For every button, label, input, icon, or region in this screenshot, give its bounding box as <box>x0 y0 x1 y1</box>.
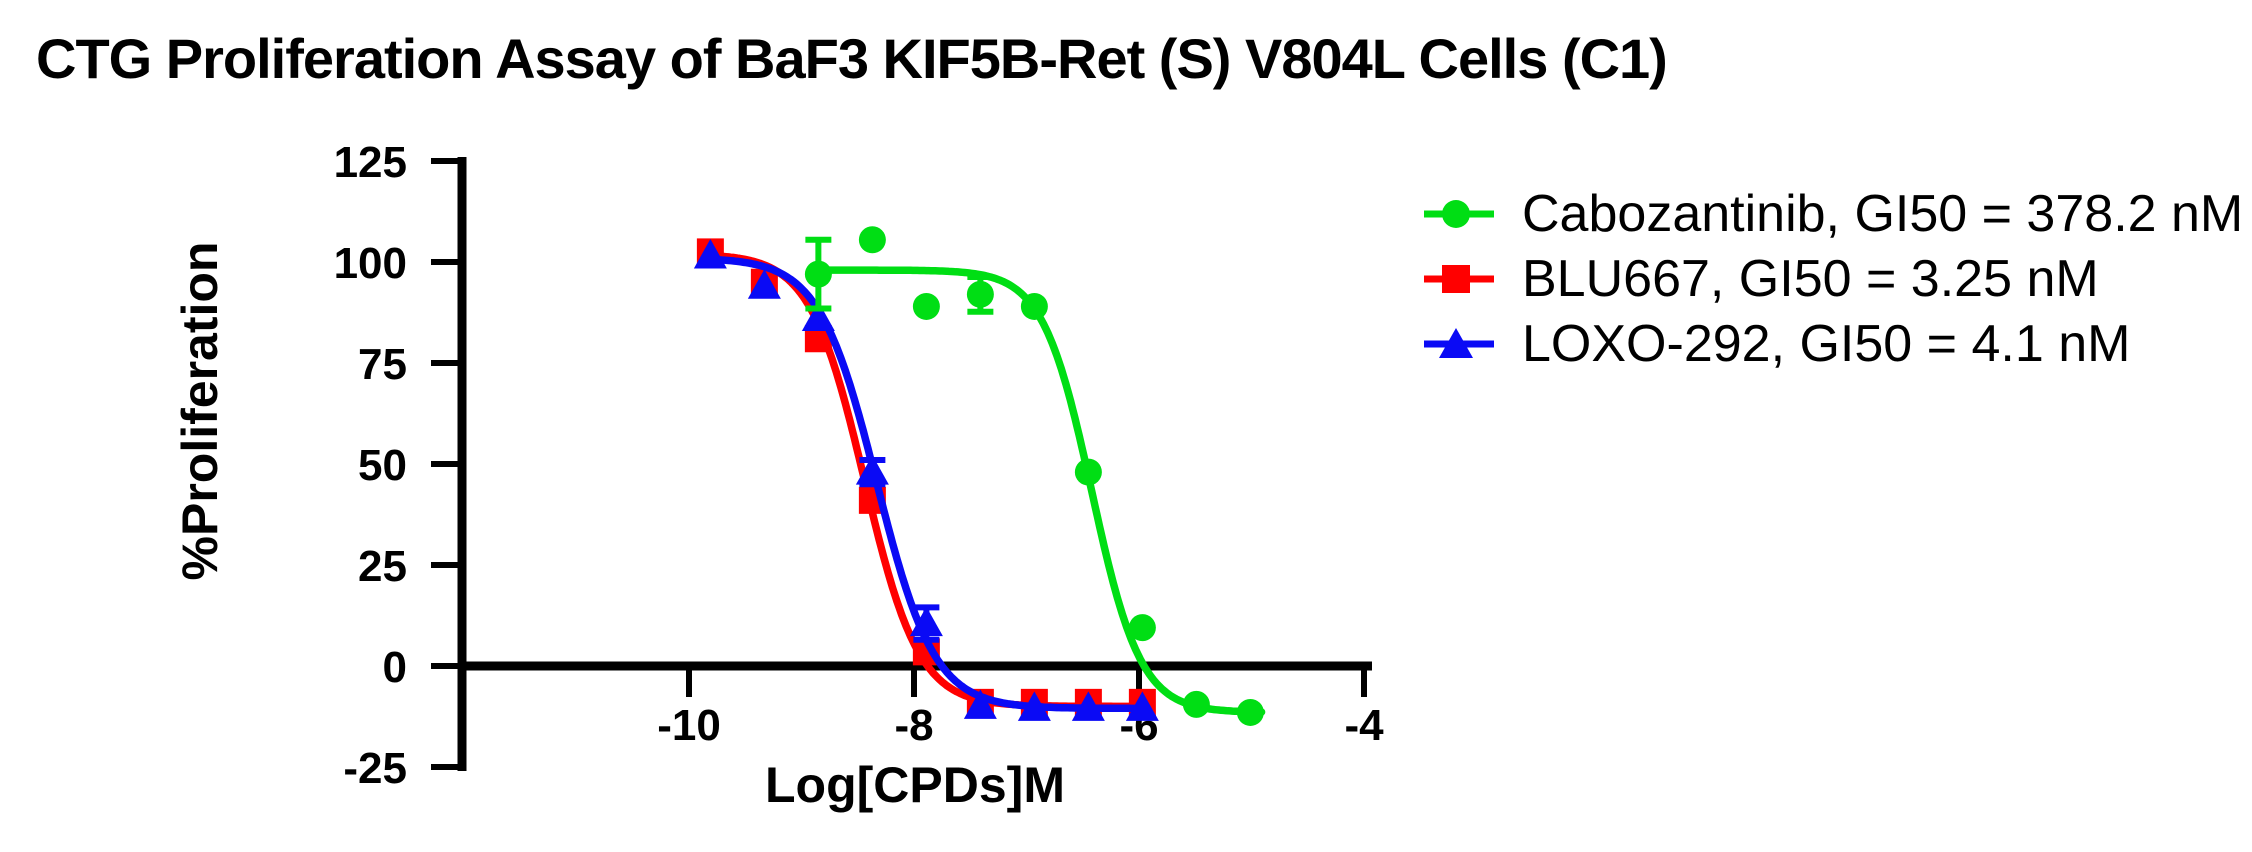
legend-item-loxo292: LOXO-292, GI50 = 4.1 nM <box>1424 315 2243 373</box>
y-tick-label: 75 <box>358 340 407 389</box>
data-point-triangle <box>1125 691 1159 721</box>
data-point-triangle <box>855 455 889 485</box>
y-tick-label: -25 <box>343 744 407 793</box>
data-point-circle <box>858 226 886 254</box>
y-tick-label: 50 <box>358 441 407 490</box>
legend-label: LOXO-292, GI50 = 4.1 nM <box>1522 315 2131 373</box>
y-tick-label: 25 <box>358 542 407 591</box>
data-point-circle <box>1074 458 1102 486</box>
data-point-circle <box>1128 614 1156 642</box>
chart-title: CTG Proliferation Assay of BaF3 KIF5B-Re… <box>36 27 1668 90</box>
square-marker-icon <box>1424 265 1494 293</box>
x-tick-label: -4 <box>1344 701 1384 750</box>
legend-item-cabozantinib: Cabozantinib, GI50 = 378.2 nM <box>1424 185 2244 243</box>
x-tick-label: -10 <box>657 701 721 750</box>
legend-label: Cabozantinib, GI50 = 378.2 nM <box>1522 185 2244 243</box>
data-point-circle <box>804 260 832 288</box>
y-tick-label: 0 <box>383 643 407 692</box>
data-point-circle <box>1236 698 1264 726</box>
legend-item-blu667: BLU667, GI50 = 3.25 nM <box>1424 250 2243 308</box>
legend-label: BLU667, GI50 = 3.25 nM <box>1522 250 2099 308</box>
data-point-circle <box>1020 292 1048 320</box>
triangle-marker-icon <box>1424 328 1494 358</box>
y-axis-title: %Proliferation <box>172 241 228 581</box>
data-point-circle <box>966 280 994 308</box>
x-tick-label: -8 <box>894 701 933 750</box>
data-point-circle <box>912 292 940 320</box>
circle-marker-icon <box>1424 200 1494 228</box>
data-point-triangle <box>1017 691 1051 721</box>
y-tick-label: 100 <box>334 239 407 288</box>
data-point-triangle <box>693 238 727 269</box>
data-point-circle <box>1182 690 1210 718</box>
data-point-triangle <box>747 269 781 299</box>
data-point-triangle <box>1071 691 1105 721</box>
fit-curve-loxo-292 <box>706 255 1151 713</box>
data-point-triangle <box>963 689 997 719</box>
data-point-triangle <box>909 606 943 637</box>
y-tick-label: 125 <box>334 138 407 187</box>
legend: Cabozantinib, GI50 = 378.2 nM BLU667, GI… <box>1424 185 2244 373</box>
data-point-triangle <box>801 301 835 332</box>
x-axis-title: Log[CPDs]M <box>765 757 1065 813</box>
